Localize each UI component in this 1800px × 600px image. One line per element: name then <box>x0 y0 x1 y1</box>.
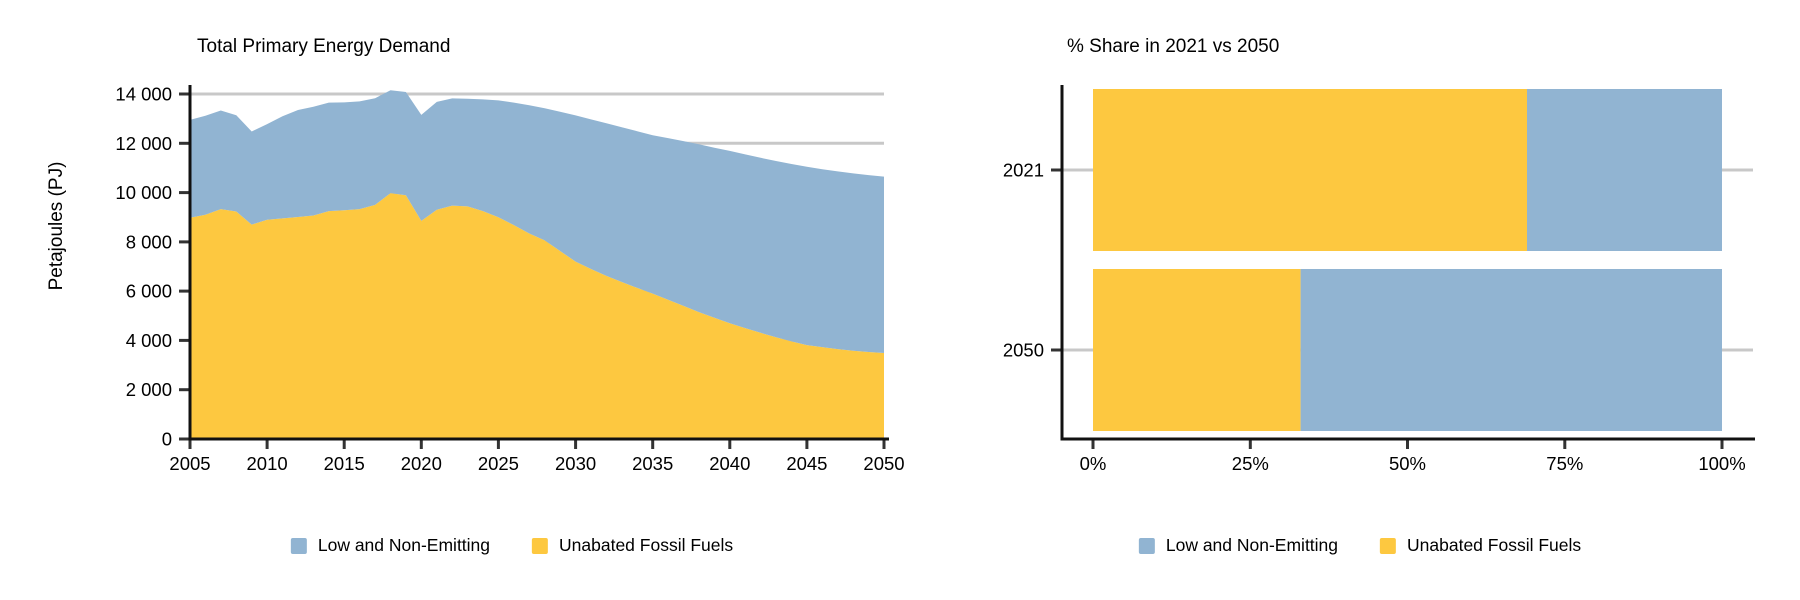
bar-low-and-non-emitting-2021 <box>1527 89 1722 251</box>
legend-swatch-yellow-icon <box>532 537 549 554</box>
legend-label: Low and Non-Emitting <box>317 535 491 555</box>
x-tick-label: 2005 <box>169 453 210 474</box>
legend-item-low-non-emitting: Low and Non-Emitting <box>290 535 491 556</box>
legend-right: Low and Non-Emitting Unabated Fossil Fue… <box>1138 535 1581 556</box>
x-tick-label: 0% <box>1080 453 1107 474</box>
area-unabated-fossil-fuels <box>190 193 884 439</box>
legend-swatch-blue-icon <box>290 537 307 554</box>
area-low-and-non-emitting <box>190 90 884 354</box>
y-tick-label: 0 <box>162 429 172 450</box>
legend-item-low-non-emitting: Low and Non-Emitting <box>1138 535 1339 556</box>
y-tick-label: 2021 <box>1003 160 1044 181</box>
x-tick-label: 2015 <box>324 453 365 474</box>
x-tick-label: 2045 <box>786 453 827 474</box>
x-tick-label: 25% <box>1232 453 1269 474</box>
x-tick-label: 2035 <box>632 453 673 474</box>
x-tick-label: 2030 <box>555 453 596 474</box>
y-tick-label: 2050 <box>1003 340 1044 361</box>
legend-swatch-blue-icon <box>1138 537 1155 554</box>
legend-item-unabated-fossil-fuels: Unabated Fossil Fuels <box>532 535 733 556</box>
y-tick-label: 4 000 <box>126 330 172 351</box>
legend-label: Unabated Fossil Fuels <box>559 535 734 555</box>
x-tick-label: 2020 <box>401 453 442 474</box>
x-tick-label: 2010 <box>247 453 288 474</box>
y-tick-label: 2 000 <box>126 379 172 400</box>
bar-unabated-fossil-fuels-2021 <box>1093 89 1527 251</box>
x-tick-label: 50% <box>1389 453 1426 474</box>
right-chart-title: % Share in 2021 vs 2050 <box>1067 36 1280 57</box>
x-tick-label: 2040 <box>709 453 750 474</box>
bar-unabated-fossil-fuels-2050 <box>1093 269 1301 431</box>
x-tick-label: 75% <box>1546 453 1583 474</box>
x-tick-label: 2025 <box>478 453 519 474</box>
x-tick-label: 100% <box>1698 453 1745 474</box>
bar-low-and-non-emitting-2050 <box>1300 269 1722 431</box>
x-tick-label: 2050 <box>863 453 904 474</box>
legend-item-unabated-fossil-fuels: Unabated Fossil Fuels <box>1380 535 1581 556</box>
y-tick-label: 6 000 <box>126 281 172 302</box>
y-axis-title: Petajoules (PJ) <box>46 161 67 291</box>
y-tick-label: 14 000 <box>115 84 172 105</box>
legend-left: Low and Non-Emitting Unabated Fossil Fue… <box>290 535 733 556</box>
left-chart-title: Total Primary Energy Demand <box>197 36 451 57</box>
legend-swatch-yellow-icon <box>1380 537 1397 554</box>
legend-label: Unabated Fossil Fuels <box>1407 535 1582 555</box>
y-tick-label: 12 000 <box>115 133 172 154</box>
y-tick-label: 8 000 <box>126 231 172 252</box>
y-tick-label: 10 000 <box>115 182 172 203</box>
legend-label: Low and Non-Emitting <box>1165 535 1339 555</box>
